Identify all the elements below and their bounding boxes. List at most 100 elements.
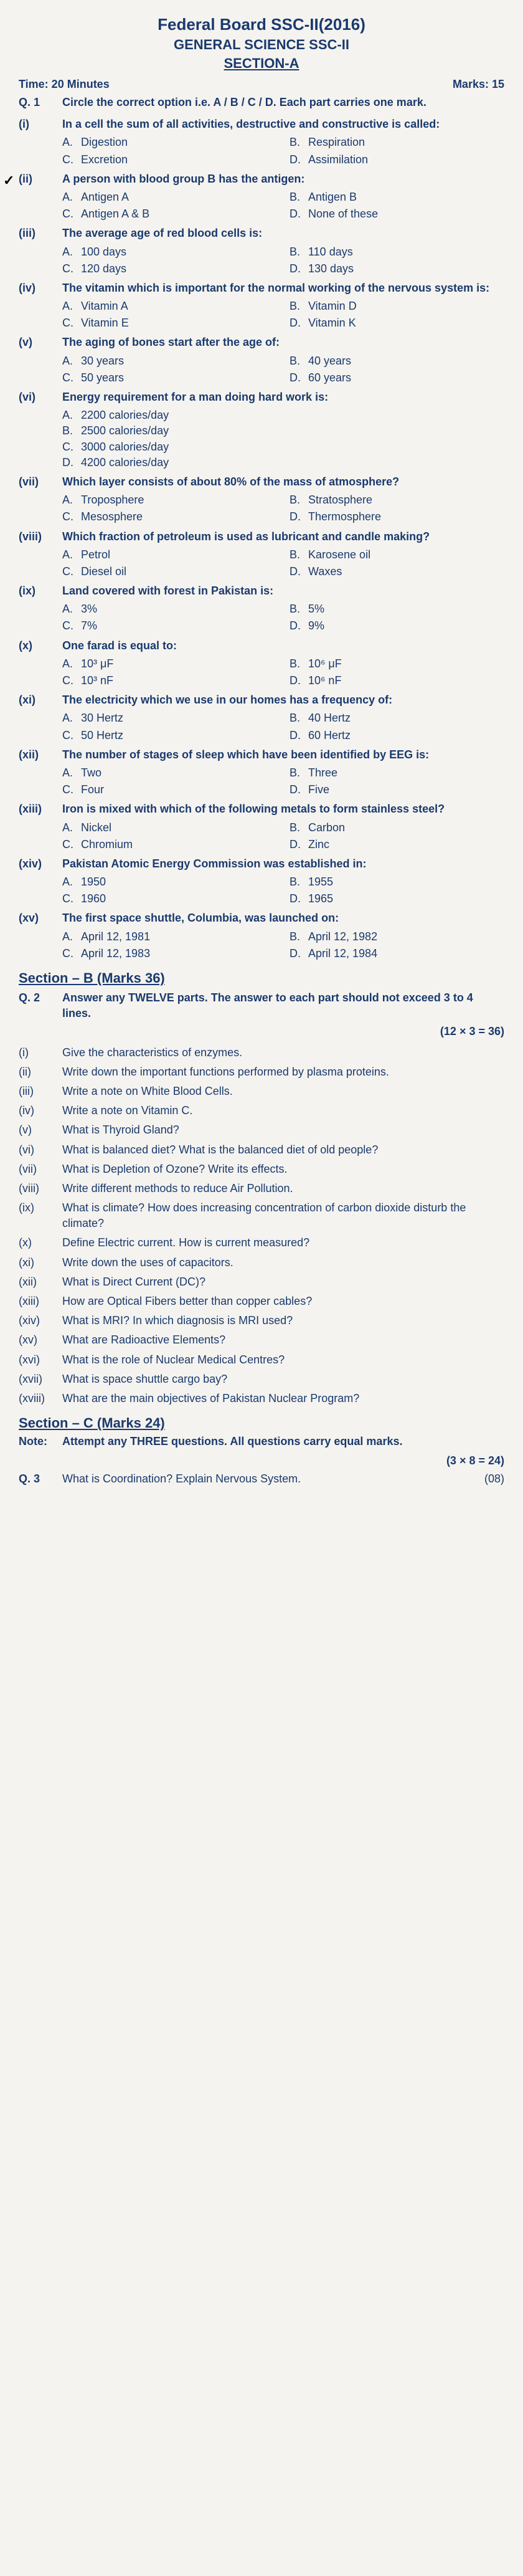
mcq-option[interactable]: D.April 12, 1984 — [290, 946, 504, 961]
mcq-option[interactable]: D.Zinc — [290, 837, 504, 852]
mcq-option[interactable]: A.2200 calories/day — [62, 408, 504, 423]
mcq-option[interactable]: B.April 12, 1982 — [290, 929, 504, 945]
q3-text: What is Coordination? Explain Nervous Sy… — [62, 1471, 301, 1487]
mcq-option[interactable]: B.5% — [290, 601, 504, 617]
mcq-option[interactable]: B.Three — [290, 765, 504, 781]
mcq-option[interactable]: C.50 Hertz — [62, 728, 277, 743]
short-q-text: What is Thyroid Gland? — [62, 1122, 504, 1138]
mcq-number: (v) — [19, 335, 62, 386]
mcq-option[interactable]: C.3000 calories/day — [62, 439, 504, 455]
mcq-option[interactable]: A.April 12, 1981 — [62, 929, 277, 945]
mcq-option[interactable]: C.50 years — [62, 370, 277, 386]
mcq-option[interactable]: C.Chromium — [62, 837, 277, 852]
short-q-text: What is balanced diet? What is the balan… — [62, 1142, 504, 1158]
short-q-number: (iii) — [19, 1084, 62, 1099]
mcq-option[interactable]: B.40 years — [290, 353, 504, 369]
mcq-option[interactable]: B.1955 — [290, 874, 504, 890]
mcq-option[interactable]: C.Excretion — [62, 152, 277, 168]
mcq-option[interactable]: B.10⁶ μF — [290, 656, 504, 672]
note-text: Attempt any THREE questions. All questio… — [62, 1435, 504, 1448]
mcq-option[interactable]: D.10⁶ nF — [290, 673, 504, 689]
checkmark-icon: ✓ — [3, 171, 14, 191]
mcq-option[interactable]: C.Four — [62, 782, 277, 798]
mcq-option[interactable]: D.60 years — [290, 370, 504, 386]
board-title: Federal Board SSC-II(2016) — [19, 15, 504, 34]
mcq-stem: The first space shuttle, Columbia, was l… — [62, 910, 504, 926]
mcq-stem: Iron is mixed with which of the followin… — [62, 801, 504, 817]
mcq-option[interactable]: A.10³ μF — [62, 656, 277, 672]
mcq-option[interactable]: D.9% — [290, 618, 504, 634]
short-q-text: What is Direct Current (DC)? — [62, 1274, 504, 1290]
mcq-option[interactable]: A.3% — [62, 601, 277, 617]
mcq-option[interactable]: B.2500 calories/day — [62, 423, 504, 439]
short-q-number: (xiii) — [19, 1294, 62, 1309]
time-value: Time: 20 Minutes — [19, 78, 110, 91]
mcq-option[interactable]: C.120 days — [62, 261, 277, 277]
mcq-option[interactable]: D.1965 — [290, 891, 504, 907]
mcq-option[interactable]: C.April 12, 1983 — [62, 946, 277, 961]
mcq-option[interactable]: B.40 Hertz — [290, 710, 504, 726]
mcq-number: (vii) — [19, 474, 62, 525]
short-q-text: Write a note on White Blood Cells. — [62, 1084, 504, 1099]
mcq-stem: The average age of red blood cells is: — [62, 226, 504, 241]
short-q-text: How are Optical Fibers better than coppe… — [62, 1294, 504, 1309]
mcq-option[interactable]: D.4200 calories/day — [62, 455, 504, 470]
mcq-stem: The vitamin which is important for the n… — [62, 280, 504, 296]
mcq-option[interactable]: B.Respiration — [290, 135, 504, 150]
section-c-title: Section – C (Marks 24) — [19, 1415, 504, 1431]
mcq-option[interactable]: D.Thermosphere — [290, 509, 504, 525]
short-q-text: Write down the important functions perfo… — [62, 1064, 504, 1080]
mcq-option[interactable]: C.Diesel oil — [62, 564, 277, 580]
short-q-number: (vi) — [19, 1142, 62, 1158]
mcq-option[interactable]: C.Mesosphere — [62, 509, 277, 525]
mcq-number: (iii) — [19, 226, 62, 277]
mcq-option[interactable]: C.10³ nF — [62, 673, 277, 689]
mcq-option[interactable]: A.Antigen A — [62, 189, 277, 205]
mcq-option[interactable]: D.130 days — [290, 261, 504, 277]
mcq-option[interactable]: B.Carbon — [290, 820, 504, 836]
mcq-stem: Energy requirement for a man doing hard … — [62, 389, 504, 405]
short-q-number: (xii) — [19, 1274, 62, 1290]
mcq-option[interactable]: D.60 Hertz — [290, 728, 504, 743]
short-q-text: What are the main objectives of Pakistan… — [62, 1391, 504, 1406]
mcq-number: (iv) — [19, 280, 62, 332]
mcq-option[interactable]: A.Two — [62, 765, 277, 781]
mcq-option[interactable]: D.Waxes — [290, 564, 504, 580]
mcq-option[interactable]: D.Five — [290, 782, 504, 798]
short-q-number: (xi) — [19, 1255, 62, 1271]
mcq-option[interactable]: A.30 Hertz — [62, 710, 277, 726]
mcq-option[interactable]: B.Vitamin D — [290, 298, 504, 314]
mcq-option[interactable]: C.7% — [62, 618, 277, 634]
mcq-option[interactable]: B.Antigen B — [290, 189, 504, 205]
short-q-text: What is Depletion of Ozone? Write its ef… — [62, 1162, 504, 1177]
short-q-text: What are Radioactive Elements? — [62, 1332, 504, 1348]
short-q-number: (i) — [19, 1045, 62, 1061]
q2-instruction: Answer any TWELVE parts. The answer to e… — [62, 990, 504, 1021]
mcq-option[interactable]: A.30 years — [62, 353, 277, 369]
mcq-option[interactable]: A.Troposphere — [62, 492, 277, 508]
mcq-option[interactable]: A.Digestion — [62, 135, 277, 150]
mcq-stem: Which fraction of petroleum is used as l… — [62, 529, 504, 545]
short-q-text: Define Electric current. How is current … — [62, 1235, 504, 1251]
mcq-option[interactable]: C.1960 — [62, 891, 277, 907]
mcq-option[interactable]: A.Nickel — [62, 820, 277, 836]
short-q-number: (xvi) — [19, 1352, 62, 1368]
marks-value: Marks: 15 — [453, 78, 504, 91]
mcq-option[interactable]: D.Vitamin K — [290, 315, 504, 331]
mcq-option[interactable]: A.1950 — [62, 874, 277, 890]
mcq-number: ✓(ii) — [19, 171, 62, 222]
mcq-option[interactable]: C.Antigen A & B — [62, 206, 277, 222]
mcq-number: (i) — [19, 117, 62, 168]
mcq-option[interactable]: B.Stratosphere — [290, 492, 504, 508]
short-q-number: (ii) — [19, 1064, 62, 1080]
mcq-option[interactable]: A.Vitamin A — [62, 298, 277, 314]
mcq-option[interactable]: B.110 days — [290, 244, 504, 260]
mcq-option[interactable]: A.Petrol — [62, 547, 277, 563]
mcq-option[interactable]: B.Karosene oil — [290, 547, 504, 563]
short-q-number: (v) — [19, 1122, 62, 1138]
mcq-option[interactable]: D.Assimilation — [290, 152, 504, 168]
mcq-option[interactable]: A.100 days — [62, 244, 277, 260]
mcq-stem: The aging of bones start after the age o… — [62, 335, 504, 350]
mcq-option[interactable]: D.None of these — [290, 206, 504, 222]
mcq-option[interactable]: C.Vitamin E — [62, 315, 277, 331]
